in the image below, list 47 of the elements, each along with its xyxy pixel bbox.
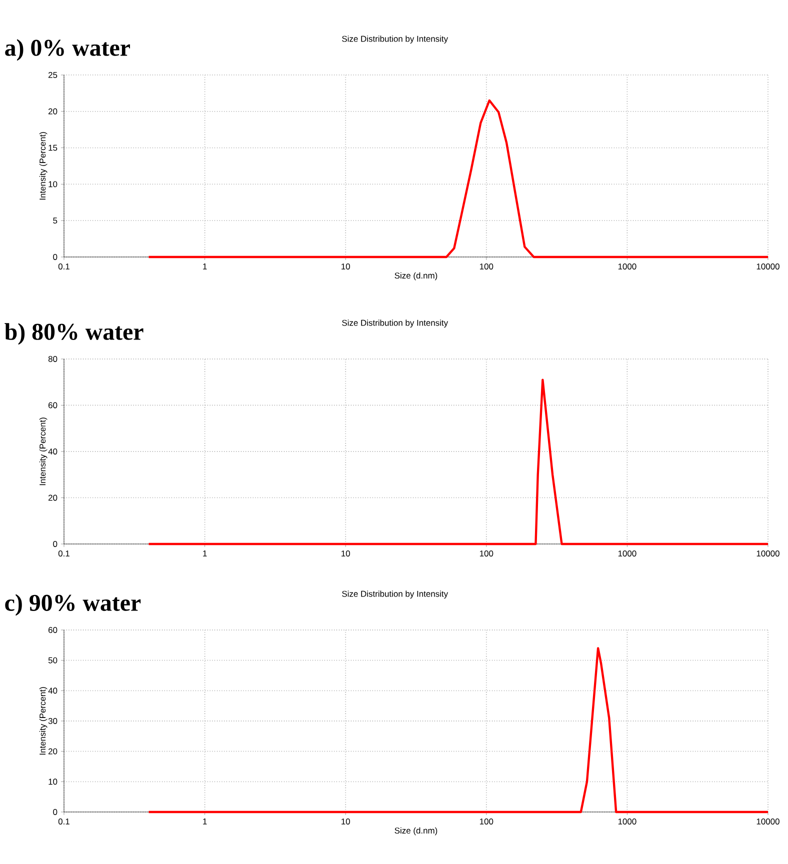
y-tick-label: 0 [53,809,58,815]
y-tick-label: 25 [48,72,58,78]
chart-title: Size Distribution by Intensity [342,36,448,44]
y-tick-label: 0 [53,541,58,547]
x-tick-label: 0.1 [58,818,70,824]
x-tick-label: 100 [480,264,494,270]
chart-title: Size Distribution by Intensity [342,320,448,328]
y-tick-label: 80 [48,356,58,362]
y-tick-label: 60 [48,627,58,633]
chart-subtitle: c) 90% water [5,594,141,616]
y-tick-label: 50 [48,657,58,664]
x-tick-label: 10 [342,818,350,824]
x-axis-title: Size (d.nm) [394,827,438,836]
x-tick-label: 10 [342,550,350,556]
y-tick-label: 10 [48,181,58,188]
x-tick-label: 1000 [618,818,636,824]
y-tick-label: 5 [53,218,58,224]
y-axis-title: Intensity (Percent) [39,132,48,200]
y-tick-label: 40 [48,448,58,454]
y-axis-title: Intensity (Percent) [39,687,48,755]
x-tick-label: 10 [342,264,350,270]
chart-title: Size Distribution by Intensity [342,590,448,598]
y-axis-title: Intensity (Percent) [39,418,48,486]
y-tick-label: 40 [48,688,58,694]
y-tick-label: 30 [48,718,58,724]
chart-subtitle: a) 0% water [5,39,130,61]
y-tick-label: 20 [48,108,58,114]
x-tick-label: 10000 [756,550,780,556]
y-tick-label: 15 [48,144,58,151]
x-tick-label: 1 [203,550,207,556]
x-tick-label: 100 [480,818,494,824]
y-tick-label: 60 [48,402,58,408]
x-tick-label: 0.1 [58,550,70,556]
x-tick-label: 1000 [618,550,636,556]
x-tick-label: 0.1 [58,264,70,270]
x-tick-label: 1 [203,263,207,270]
x-tick-label: 10000 [756,818,780,824]
y-tick-label: 0 [53,254,58,260]
chart-subtitle: b) 80% water [4,323,144,345]
x-tick-label: 10000 [756,264,780,270]
x-axis-title: Size (d.nm) [394,272,438,280]
y-tick-label: 20 [48,494,58,501]
x-tick-label: 1 [203,818,207,824]
x-tick-label: 100 [480,550,494,556]
y-tick-label: 10 [48,778,58,785]
x-tick-label: 1000 [618,264,636,270]
y-tick-label: 20 [48,748,58,754]
